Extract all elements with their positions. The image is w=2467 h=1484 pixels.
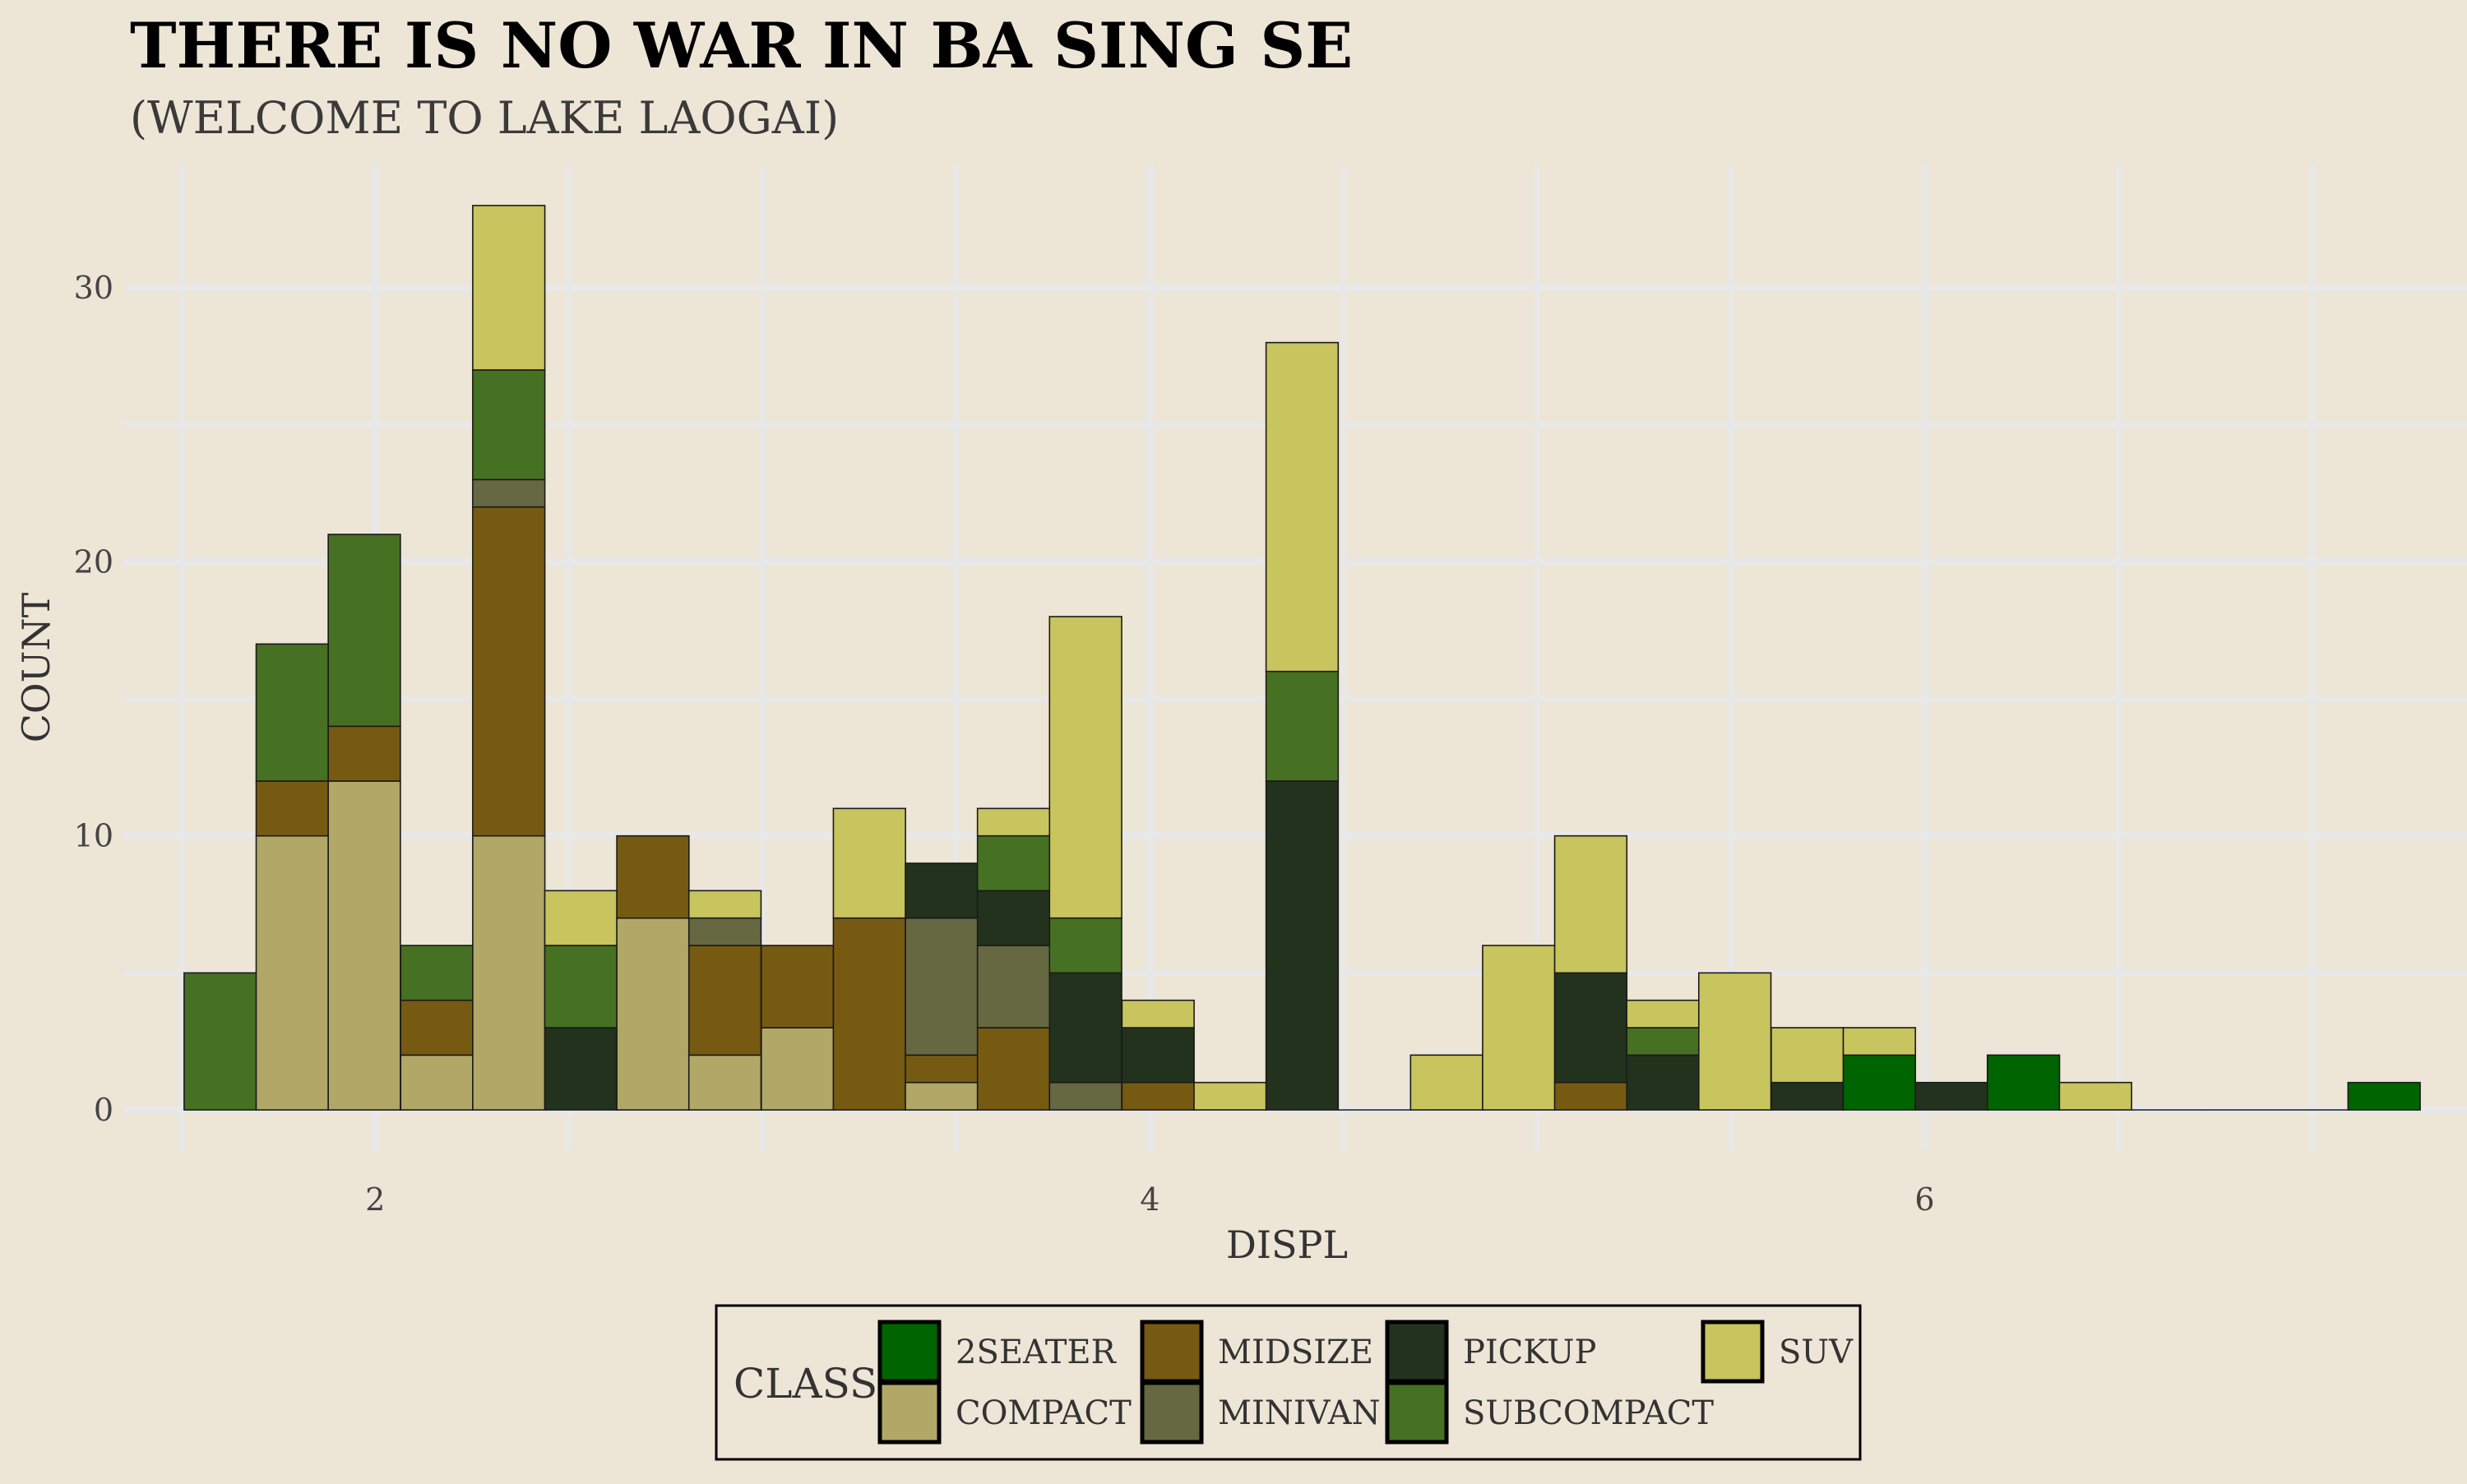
- legend-label-pickup: PICKUP: [1463, 1334, 1596, 1371]
- legend-swatch-pickup: [1385, 1320, 1449, 1384]
- bar-segment-suv: [1409, 1054, 1483, 1111]
- bar-segment-minivan: [976, 945, 1051, 1029]
- legend-swatch-suv: [1701, 1320, 1765, 1384]
- bar-segment-subcompact: [976, 834, 1051, 892]
- bar-segment-midsize: [255, 780, 330, 837]
- bar-segment-midsize: [905, 1054, 979, 1084]
- bar-segment-pickup: [976, 890, 1051, 946]
- bar-segment-suv: [976, 807, 1051, 837]
- bar-segment-pickup: [1265, 780, 1340, 1111]
- bar-segment-2seater: [2347, 1081, 2421, 1111]
- legend-label-compact: COMPACT: [956, 1394, 1132, 1432]
- legend-label-minivan: MINIVAN: [1218, 1394, 1381, 1432]
- bar-segment-pickup: [905, 862, 979, 919]
- bar-segment-suv: [1626, 999, 1700, 1029]
- x-tick-label: 4: [1140, 1181, 1159, 1218]
- axis-layer: 2 4 6 0 10 20 30: [74, 270, 1935, 1218]
- bar-segment-midsize: [327, 725, 401, 782]
- bar-segment-midsize: [687, 945, 762, 1056]
- x-tick-label: 6: [1914, 1181, 1934, 1218]
- bar-segment-pickup: [1553, 972, 1628, 1084]
- bar-segment-suv: [1048, 616, 1122, 919]
- x-tick-label: 2: [365, 1181, 385, 1218]
- bar-segment-compact: [327, 780, 401, 1111]
- y-tick-label: 20: [74, 543, 113, 580]
- bar-segment-suv: [472, 205, 546, 371]
- legend-label-midsize: MIDSIZE: [1218, 1334, 1373, 1371]
- bar-segment-suv: [1482, 945, 1556, 1111]
- chart-title: THERE IS NO WAR IN BA SING SE: [130, 9, 1353, 82]
- bar-segment-2seater: [1842, 1054, 1917, 1111]
- bar-segment-compact: [905, 1081, 979, 1111]
- legend-swatch-compact: [877, 1380, 942, 1445]
- bar-segment-pickup: [1626, 1054, 1700, 1111]
- bar-segment-pickup: [1121, 1027, 1195, 1084]
- bar-segment-midsize: [472, 506, 546, 837]
- legend-items: 2SEATER COMPACT MIDSIZE MINIVAN PICKUP SUBCOM…: [877, 1320, 1854, 1445]
- bar-segment-minivan: [1048, 1081, 1122, 1111]
- legend-swatch-2seater: [877, 1320, 942, 1384]
- bar-segment-suv: [687, 890, 762, 919]
- x-axis-title: DISPL: [1226, 1223, 1348, 1267]
- bar-segment-suv: [1193, 1081, 1267, 1111]
- bar-segment-compact: [687, 1054, 762, 1111]
- legend-swatch-midsize: [1140, 1320, 1204, 1384]
- bar-segment-pickup: [1770, 1081, 1844, 1111]
- bar-segment-subcompact: [1048, 917, 1122, 974]
- bar-segment-suv: [544, 890, 618, 946]
- bar-segment-compact: [400, 1054, 474, 1111]
- legend-label-subcompact: SUBCOMPACT: [1463, 1394, 1714, 1432]
- bar-segment-subcompact: [327, 534, 401, 728]
- bar-segment-subcompact: [472, 369, 546, 481]
- y-axis-title: COUNT: [14, 592, 58, 742]
- bar-segment-subcompact: [255, 643, 330, 782]
- bar-segment-midsize: [832, 917, 906, 1111]
- bar-segment-suv: [832, 807, 906, 919]
- bar-segment-subcompact: [544, 945, 618, 1029]
- bar-segment-compact: [761, 1027, 835, 1111]
- bar-segment-midsize: [400, 999, 474, 1056]
- y-tick-label: 0: [94, 1092, 113, 1128]
- legend-box: [715, 1304, 1862, 1461]
- legend: CLASS 2SEATER COMPACT MIDSIZE MINIVAN PICKUP…: [715, 1304, 1862, 1461]
- bar-segment-suv: [1842, 1027, 1917, 1056]
- bar-segment-midsize: [616, 834, 690, 919]
- legend-swatch-subcompact: [1385, 1380, 1449, 1445]
- bar-segment-pickup: [1048, 972, 1122, 1084]
- legend-title: CLASS: [734, 1360, 877, 1408]
- bar-segment-compact: [472, 834, 546, 1111]
- y-tick-label: 30: [74, 270, 113, 306]
- bar-segment-pickup: [544, 1027, 618, 1111]
- bar-segment-suv: [1265, 341, 1340, 673]
- bars-layer: [183, 205, 2421, 1111]
- bar-segment-compact: [255, 834, 330, 1111]
- bar-segment-pickup: [1914, 1081, 1988, 1111]
- bar-segment-subcompact: [400, 945, 474, 1001]
- bar-segment-compact: [616, 917, 690, 1111]
- legend-label-suv: SUV: [1779, 1334, 1854, 1371]
- bar-segment-minivan: [905, 917, 979, 1056]
- bar-segment-midsize: [976, 1027, 1051, 1111]
- bar-segment-subcompact: [183, 972, 257, 1111]
- bar-segment-midsize: [1121, 1081, 1195, 1111]
- bar-segment-suv: [1698, 972, 1772, 1111]
- legend-label-2seater: 2SEATER: [956, 1334, 1118, 1371]
- legend-swatch-minivan: [1140, 1380, 1204, 1445]
- bar-segment-midsize: [1553, 1081, 1628, 1111]
- bar-segment-minivan: [472, 478, 546, 508]
- bar-segment-midsize: [761, 945, 835, 1029]
- bar-segment-subcompact: [1626, 1027, 1700, 1056]
- bar-segment-suv: [1121, 999, 1195, 1029]
- bar-segment-suv: [2058, 1081, 2132, 1111]
- y-tick-label: 10: [74, 818, 113, 854]
- bar-segment-suv: [1553, 834, 1628, 974]
- bar-segment-minivan: [687, 917, 762, 946]
- chart-subtitle: (WELCOME TO LAKE LAOGAI): [130, 92, 839, 144]
- bar-segment-subcompact: [1265, 670, 1340, 782]
- bar-segment-suv: [1770, 1027, 1844, 1084]
- bar-segment-2seater: [1986, 1054, 2061, 1111]
